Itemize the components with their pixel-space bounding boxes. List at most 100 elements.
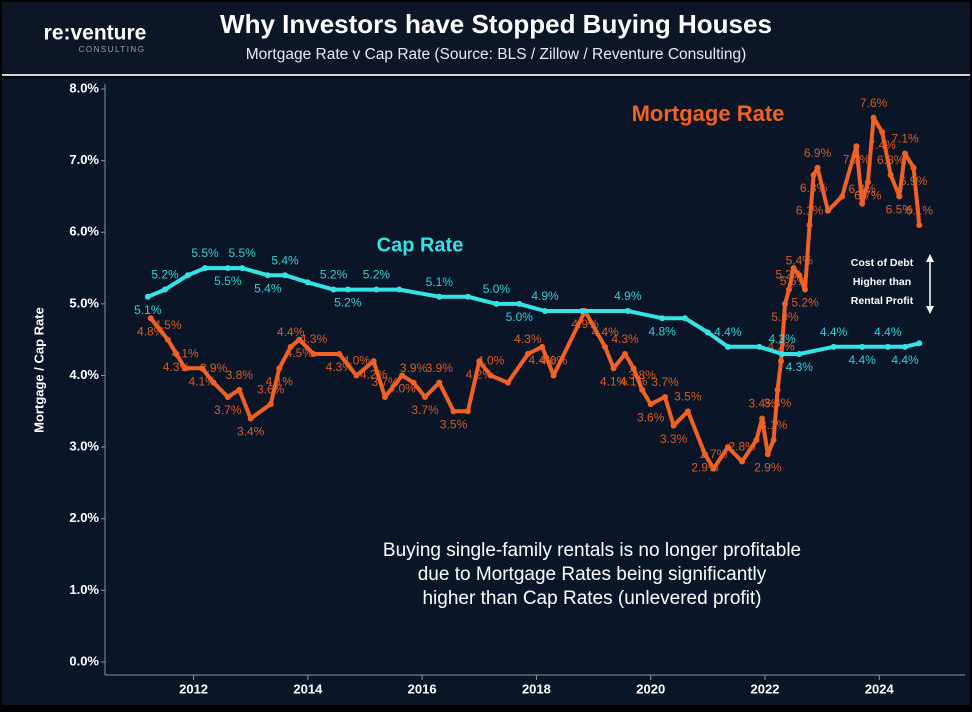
data-label: 6.5%	[886, 203, 914, 217]
data-point	[164, 336, 171, 343]
data-label: 4.9%	[531, 289, 559, 303]
data-label: 5.2%	[320, 268, 348, 282]
y-tick-label: 1.0%	[69, 582, 99, 597]
data-point	[814, 164, 821, 171]
data-point	[770, 436, 777, 443]
data-point	[264, 272, 271, 279]
data-label: 4.1%	[600, 375, 628, 389]
x-tick-label: 2024	[865, 681, 895, 696]
chart-subtitle: Mortgage Rate v Cap Rate (Source: BLS / …	[246, 46, 747, 63]
data-label: 6.7%	[854, 188, 882, 202]
data-point	[824, 207, 831, 214]
data-label: 6.1%	[796, 203, 824, 217]
data-label: 5.0%	[506, 310, 534, 324]
data-point	[450, 408, 457, 415]
data-point	[806, 222, 813, 229]
data-label: 3.5%	[440, 417, 468, 431]
data-point	[756, 343, 763, 350]
data-label: 4.0%	[477, 354, 505, 368]
data-point	[422, 393, 428, 400]
data-point	[684, 408, 691, 415]
plot-panel	[2, 78, 970, 705]
data-point	[622, 351, 628, 358]
data-label: 3.5%	[674, 389, 702, 403]
data-label: 3.8%	[628, 368, 656, 382]
data-label: 4.1%	[171, 347, 199, 361]
data-point	[786, 286, 792, 293]
data-label: 3.9%	[200, 361, 228, 375]
data-label: 7.6%	[860, 96, 888, 110]
data-label: 5.0%	[771, 310, 799, 324]
data-point	[839, 193, 846, 200]
data-point	[236, 386, 243, 393]
data-label: 3.7%	[411, 403, 439, 417]
data-label: 3.9%	[400, 361, 428, 375]
data-label: 3.8%	[226, 368, 254, 382]
data-point	[296, 336, 303, 343]
y-tick-label: 5.0%	[69, 295, 99, 310]
x-tick-label: 2018	[522, 681, 551, 696]
data-label: 5.5%	[780, 274, 808, 288]
data-label: 4.2%	[466, 367, 494, 381]
series-name: Mortgage Rate	[632, 101, 785, 126]
data-point	[859, 200, 866, 207]
data-point	[370, 358, 377, 365]
data-label: 4.3%	[326, 360, 354, 374]
y-tick-label: 0.0%	[69, 653, 99, 668]
data-point	[647, 401, 654, 408]
y-tick-label: 6.0%	[69, 224, 99, 239]
data-label: 5.5%	[228, 246, 256, 260]
data-label: 6.8%	[800, 181, 828, 195]
data-label: 3.6%	[637, 410, 665, 424]
data-point	[516, 300, 523, 307]
data-label: 4.4%	[891, 353, 919, 367]
data-point	[870, 114, 877, 121]
data-point	[396, 286, 403, 293]
data-label: 3.4%	[237, 425, 265, 439]
data-label: 4.0%	[343, 354, 371, 368]
data-label: 5.0%	[483, 282, 511, 296]
data-point	[682, 315, 688, 322]
data-label: 3.9%	[426, 361, 454, 375]
data-label: 4.0%	[540, 354, 568, 368]
data-label: 5.4%	[254, 281, 282, 295]
x-tick-label: 2022	[751, 681, 780, 696]
data-label: 2.8%	[728, 440, 756, 454]
data-label: 5.1%	[134, 303, 162, 317]
data-label: 5.2%	[151, 268, 179, 282]
data-label: 5.4%	[271, 253, 299, 267]
data-point	[476, 358, 483, 365]
data-point	[210, 379, 217, 386]
data-point	[902, 343, 908, 350]
data-point	[896, 193, 903, 200]
data-label: 4.4%	[714, 325, 742, 339]
data-point	[247, 415, 254, 422]
data-point	[147, 315, 154, 322]
data-point	[624, 308, 631, 315]
data-label: 5.1%	[426, 275, 454, 289]
data-point	[239, 265, 246, 272]
data-point	[282, 272, 288, 279]
data-point	[810, 171, 817, 178]
data-point	[879, 128, 886, 135]
data-label: 3.6%	[257, 382, 285, 396]
annotation: Cost of Debt	[851, 257, 914, 269]
data-point	[887, 171, 894, 178]
data-label: 5.5%	[214, 274, 242, 288]
data-label: 6.1%	[906, 203, 934, 217]
data-point	[464, 408, 471, 415]
data-label: 5.2%	[334, 296, 362, 310]
data-label: 7.4%	[868, 138, 896, 152]
data-point	[287, 343, 294, 350]
data-point	[759, 415, 766, 422]
data-point	[610, 365, 617, 372]
data-label: 4.4%	[528, 353, 556, 367]
x-tick-label: 2020	[636, 681, 665, 696]
data-label: 6.8%	[877, 153, 905, 167]
data-point	[539, 343, 546, 350]
data-label: 5.4%	[786, 253, 814, 267]
data-label: 5.5%	[191, 246, 219, 260]
data-point	[436, 293, 443, 300]
data-point	[779, 351, 786, 358]
